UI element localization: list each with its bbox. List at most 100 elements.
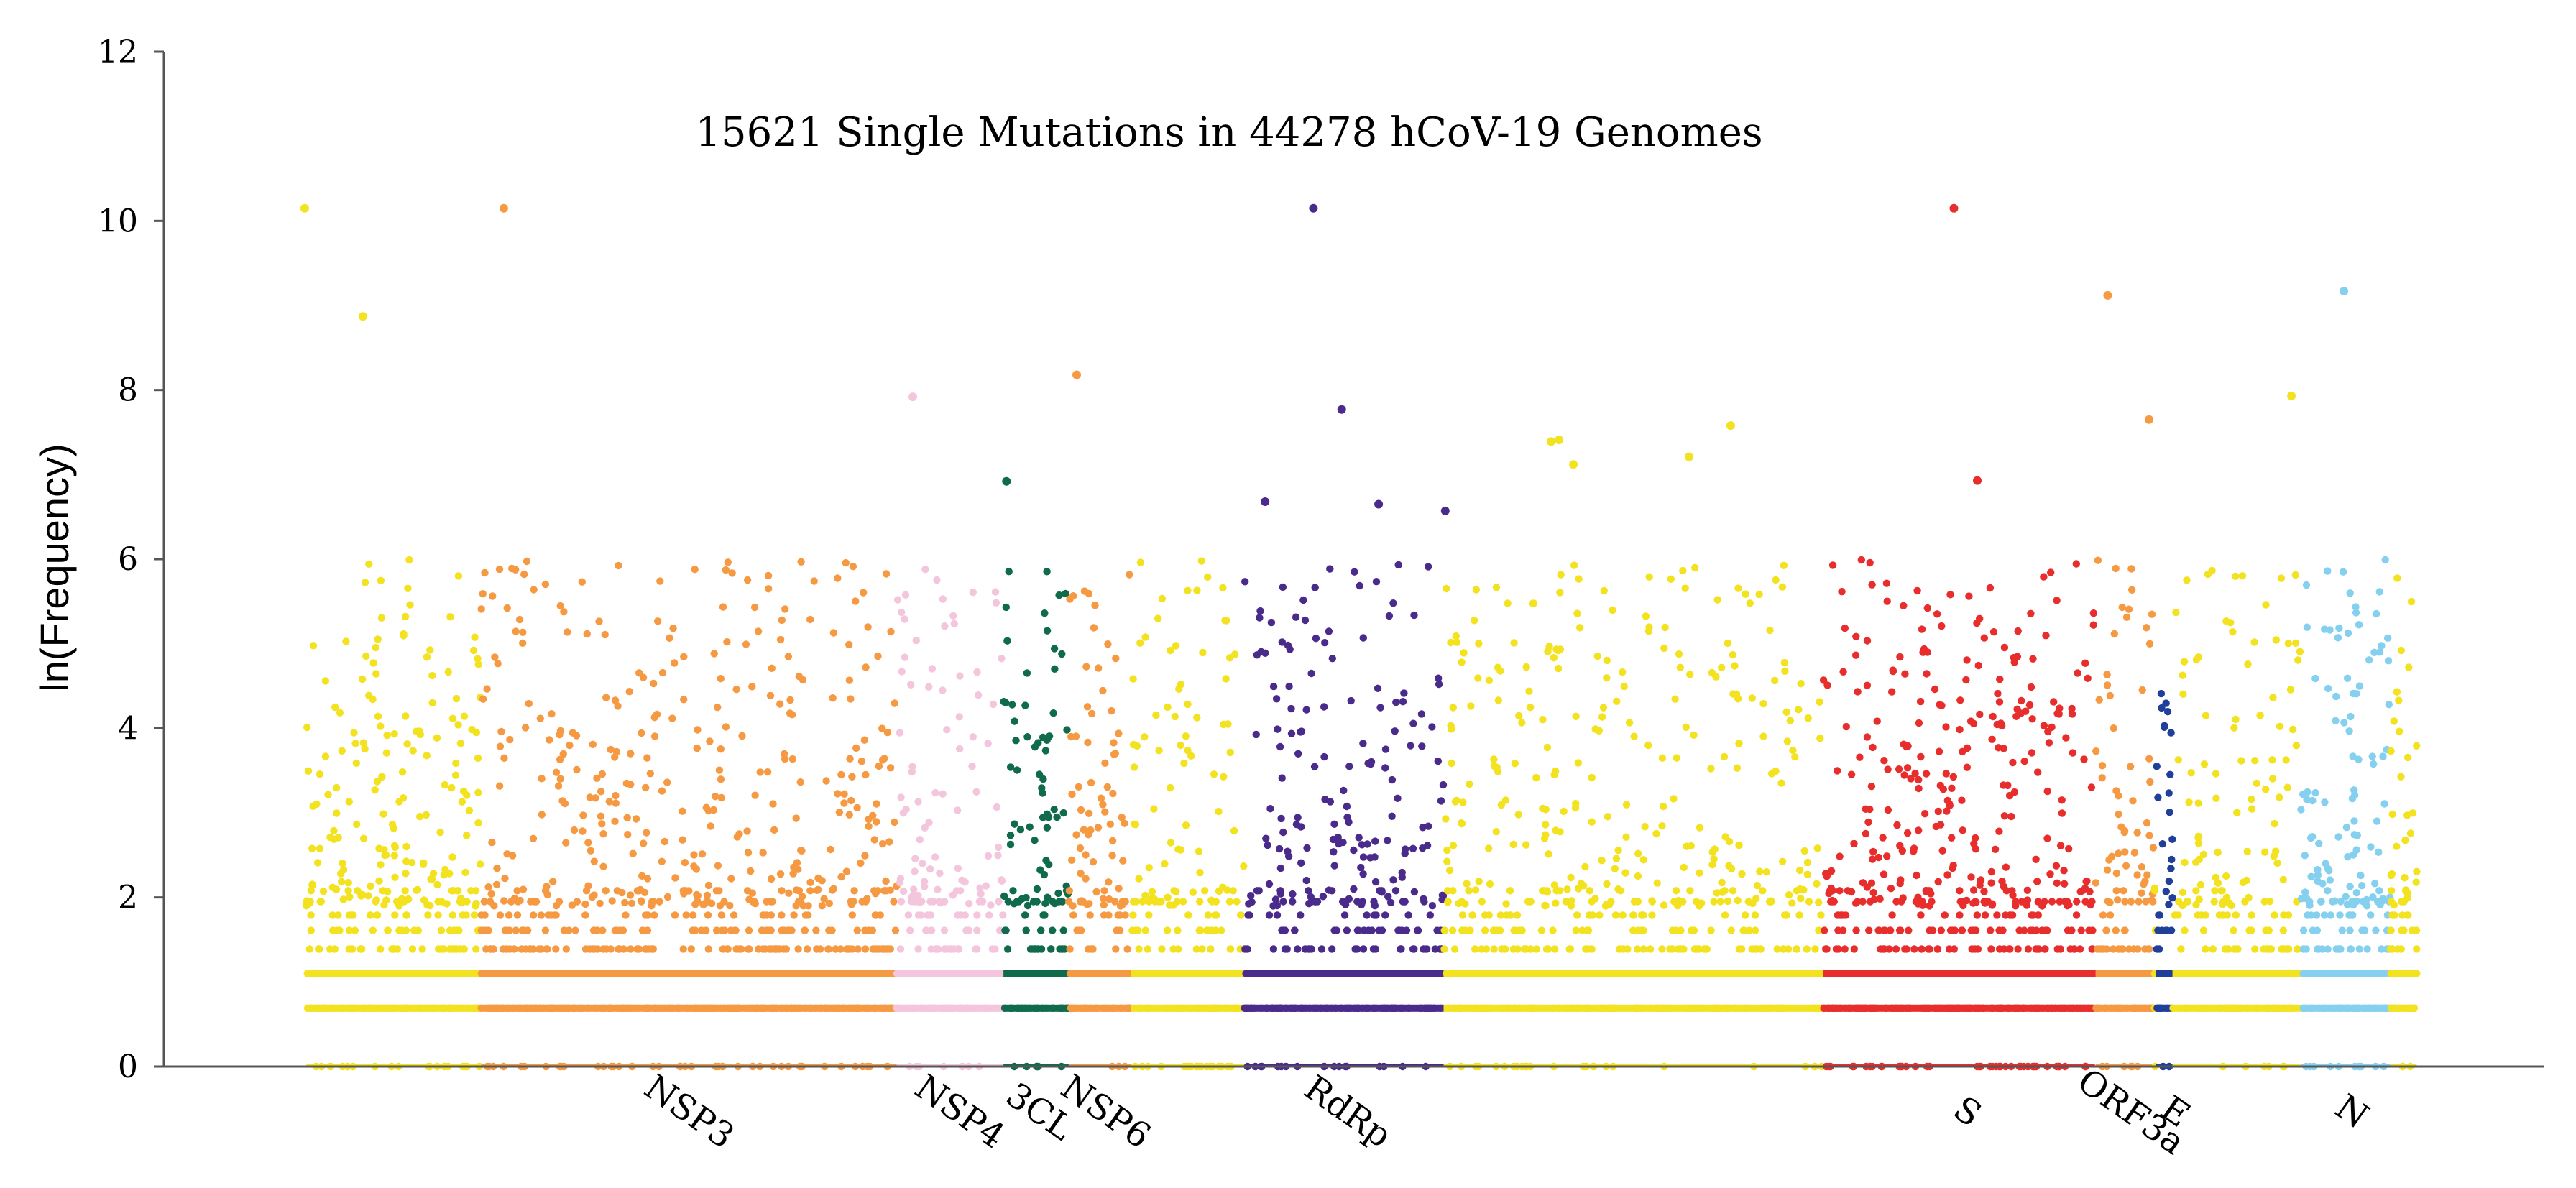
data-point — [1273, 901, 1282, 910]
data-point — [2387, 747, 2395, 755]
data-point — [2265, 926, 2273, 934]
data-point — [1934, 807, 1942, 816]
data-point — [1862, 805, 1869, 814]
data-point — [1031, 743, 1039, 751]
data-point — [1883, 597, 1891, 605]
data-point — [2087, 783, 2096, 791]
data-point — [2128, 565, 2135, 573]
data-point — [1583, 926, 1591, 934]
data-point — [656, 898, 663, 906]
data-point — [2158, 704, 2166, 712]
data-point — [1838, 588, 1846, 596]
data-point — [1269, 945, 1278, 953]
data-point — [1376, 704, 1384, 712]
outlier-point — [1002, 476, 1011, 486]
baseline-mark — [2390, 1064, 2417, 1067]
data-point — [1485, 844, 1493, 852]
data-point — [1154, 614, 1162, 622]
data-point — [804, 911, 812, 919]
data-point — [2027, 609, 2035, 617]
data-point — [2262, 786, 2270, 793]
data-point — [1862, 829, 1870, 838]
data-point — [1273, 911, 1282, 919]
data-point — [649, 898, 657, 906]
data-point — [1171, 712, 1179, 721]
data-point — [1073, 926, 1081, 934]
data-point — [536, 714, 544, 722]
data-point — [1011, 717, 1018, 725]
data-point — [1347, 696, 1355, 705]
data-point — [853, 926, 862, 934]
data-point — [454, 572, 463, 580]
data-point — [420, 896, 428, 904]
data-point — [1880, 757, 1888, 765]
data-point — [2325, 867, 2333, 875]
data-point — [2384, 657, 2393, 665]
data-point — [1903, 829, 1912, 837]
data-point — [1376, 887, 1384, 895]
data-point — [1138, 898, 1146, 906]
data-point — [1956, 887, 1964, 895]
data-point — [1419, 824, 1427, 832]
data-point — [2130, 945, 2138, 953]
data-point — [573, 898, 581, 906]
data-point — [602, 887, 610, 895]
data-point — [943, 726, 951, 734]
data-point — [770, 826, 778, 834]
data-point — [1956, 725, 1964, 734]
data-point — [621, 898, 629, 907]
data-point — [1724, 897, 1732, 906]
data-point — [538, 775, 546, 783]
data-point — [1913, 871, 1920, 880]
data-point — [1141, 926, 1149, 934]
data-point — [1935, 747, 1944, 755]
data-point — [2102, 945, 2111, 953]
data-point — [893, 596, 902, 604]
data-point — [755, 945, 763, 953]
data-point — [1141, 633, 1149, 641]
data-point — [1195, 847, 1203, 855]
data-point — [987, 901, 995, 909]
data-point — [1966, 717, 1975, 725]
data-point — [1272, 695, 1281, 703]
data-point — [828, 926, 836, 934]
data-point — [344, 887, 352, 895]
data-point — [352, 759, 360, 768]
data-point — [2400, 898, 2408, 906]
data-point — [1673, 754, 1680, 762]
data-point — [2355, 755, 2363, 763]
gene-label-nsp4: NSP4 — [908, 1067, 1012, 1156]
data-point — [985, 911, 993, 919]
data-point — [2102, 926, 2110, 934]
data-point — [962, 926, 970, 934]
outlier-point — [1309, 203, 1318, 213]
data-point — [1101, 759, 1109, 768]
data-point — [643, 829, 650, 837]
data-point — [1428, 723, 1436, 731]
data-point — [887, 627, 895, 636]
data-point — [1645, 623, 1653, 631]
data-point — [1506, 887, 1514, 895]
data-point — [627, 899, 636, 908]
data-point — [2110, 630, 2118, 638]
data-point — [477, 605, 485, 613]
data-point — [1245, 900, 1253, 908]
data-point — [353, 820, 361, 829]
data-point — [663, 893, 672, 901]
band-mark — [481, 1004, 897, 1012]
data-point — [373, 911, 381, 919]
data-point — [1247, 892, 1255, 900]
data-point — [436, 828, 444, 837]
data-point — [1294, 945, 1302, 953]
data-point — [1359, 945, 1368, 953]
data-point — [1439, 781, 1448, 789]
baseline-mark — [1131, 1064, 1245, 1067]
data-point — [372, 898, 380, 906]
data-point — [611, 817, 619, 826]
data-point — [719, 603, 727, 611]
data-point — [2324, 567, 2332, 575]
outlier-point — [1440, 506, 1450, 515]
data-point — [437, 926, 446, 934]
data-point — [1226, 945, 1235, 953]
data-point — [1958, 926, 1966, 934]
